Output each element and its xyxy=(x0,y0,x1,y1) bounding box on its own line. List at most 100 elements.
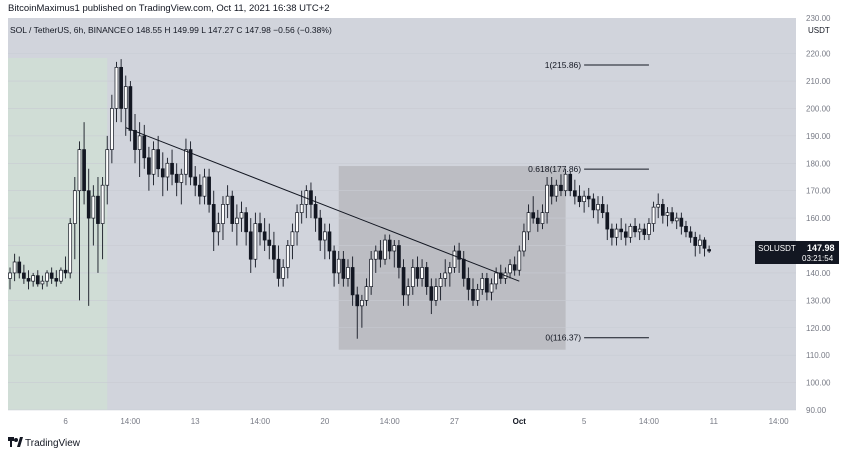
candle[interactable] xyxy=(123,75,128,136)
candle[interactable] xyxy=(619,218,624,241)
candle[interactable] xyxy=(401,259,406,306)
candle[interactable] xyxy=(211,190,216,252)
candle[interactable] xyxy=(415,256,420,287)
candle[interactable] xyxy=(322,223,327,260)
candle[interactable] xyxy=(137,122,142,177)
candle[interactable] xyxy=(429,278,434,315)
symbol-info[interactable]: SOL / TetherUS, 6h, BINANCE xyxy=(10,25,126,35)
candle[interactable] xyxy=(466,267,471,301)
candle[interactable] xyxy=(577,185,582,208)
candle[interactable] xyxy=(8,267,12,290)
candle[interactable] xyxy=(647,218,651,241)
candle[interactable] xyxy=(383,234,387,265)
candle[interactable] xyxy=(471,278,475,306)
candle[interactable] xyxy=(535,209,540,232)
candle[interactable] xyxy=(184,138,188,186)
candle[interactable] xyxy=(40,275,45,290)
candle[interactable] xyxy=(378,240,383,268)
candle[interactable] xyxy=(68,218,73,279)
candle[interactable] xyxy=(610,223,614,246)
candle[interactable] xyxy=(45,270,49,287)
candle[interactable] xyxy=(239,201,244,232)
candle[interactable] xyxy=(147,146,151,191)
candle[interactable] xyxy=(563,168,568,197)
candle[interactable] xyxy=(197,174,202,205)
candle[interactable] xyxy=(77,141,82,301)
candle[interactable] xyxy=(554,179,559,202)
candle[interactable] xyxy=(258,212,262,246)
candle[interactable] xyxy=(434,278,438,306)
candle[interactable] xyxy=(693,231,698,257)
candle[interactable] xyxy=(494,267,498,290)
candle[interactable] xyxy=(86,168,91,306)
candle[interactable] xyxy=(438,272,443,301)
candle[interactable] xyxy=(216,212,221,246)
candle[interactable] xyxy=(628,223,633,243)
candle[interactable] xyxy=(281,259,286,287)
candle[interactable] xyxy=(230,190,235,232)
candle[interactable] xyxy=(540,204,545,230)
candle[interactable] xyxy=(573,179,577,205)
candle[interactable] xyxy=(531,196,536,224)
candle[interactable] xyxy=(605,204,610,241)
candle[interactable] xyxy=(582,190,586,213)
candle[interactable] xyxy=(485,272,489,301)
candle[interactable] xyxy=(373,245,378,273)
candle[interactable] xyxy=(559,174,563,197)
candle[interactable] xyxy=(327,223,332,260)
candle-layer[interactable] xyxy=(8,59,711,339)
candle[interactable] xyxy=(545,176,549,224)
candle[interactable] xyxy=(355,286,360,339)
candle[interactable] xyxy=(267,223,272,260)
candle[interactable] xyxy=(17,256,22,279)
candle[interactable] xyxy=(262,218,267,252)
candle[interactable] xyxy=(179,168,184,205)
candle[interactable] xyxy=(12,253,17,282)
candle[interactable] xyxy=(54,270,59,287)
candle[interactable] xyxy=(702,237,707,257)
candle[interactable] xyxy=(22,264,26,284)
candle[interactable] xyxy=(364,278,369,306)
candle[interactable] xyxy=(142,124,147,169)
candle[interactable] xyxy=(128,81,133,142)
candle[interactable] xyxy=(707,245,711,254)
candle[interactable] xyxy=(346,259,350,287)
candle[interactable] xyxy=(133,113,137,164)
candle[interactable] xyxy=(660,198,665,224)
candle[interactable] xyxy=(290,223,295,260)
candle[interactable] xyxy=(207,168,211,213)
candle[interactable] xyxy=(387,234,392,260)
candle[interactable] xyxy=(600,196,605,219)
candle[interactable] xyxy=(656,193,661,219)
candle[interactable] xyxy=(295,204,299,246)
candle[interactable] xyxy=(202,168,207,205)
tradingview-logo[interactable]: TradingView xyxy=(8,437,81,449)
candle[interactable] xyxy=(406,278,411,306)
candle[interactable] xyxy=(651,201,656,232)
candle[interactable] xyxy=(688,226,693,243)
candle[interactable] xyxy=(225,185,230,219)
candle[interactable] xyxy=(244,207,248,246)
candle[interactable] xyxy=(397,240,401,279)
descending-trendline[interactable] xyxy=(125,127,520,282)
candle[interactable] xyxy=(285,240,290,279)
candle[interactable] xyxy=(679,212,684,235)
candle[interactable] xyxy=(188,141,193,186)
candle[interactable] xyxy=(235,204,239,246)
candle[interactable] xyxy=(549,176,554,205)
candle[interactable] xyxy=(526,204,531,241)
candle[interactable] xyxy=(392,240,397,268)
candle[interactable] xyxy=(623,223,628,246)
candle[interactable] xyxy=(674,212,679,230)
candle[interactable] xyxy=(96,176,100,273)
candle[interactable] xyxy=(156,135,161,177)
candle[interactable] xyxy=(475,283,480,306)
candle[interactable] xyxy=(360,294,364,328)
candle[interactable] xyxy=(110,94,114,164)
candle[interactable] xyxy=(591,193,596,219)
candle[interactable] xyxy=(336,251,341,284)
candle[interactable] xyxy=(665,207,670,227)
candle[interactable] xyxy=(165,157,170,191)
last-price-label[interactable]: SOLUSDT 03:21:54 147.98 03:21:54 xyxy=(755,241,839,264)
candle[interactable] xyxy=(276,245,281,287)
